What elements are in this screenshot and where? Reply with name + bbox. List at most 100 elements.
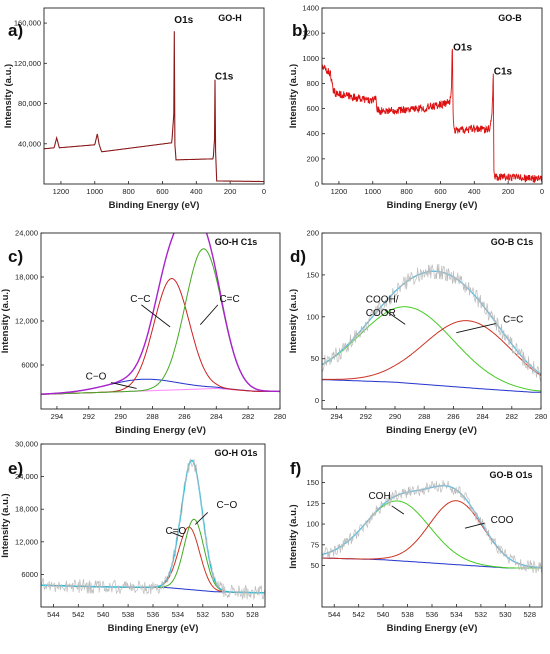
x-tick-label: 542 bbox=[352, 610, 365, 619]
annotation-leader bbox=[391, 505, 405, 515]
panel-title: GO-H O1s bbox=[214, 448, 257, 458]
peak-annotation: C−O bbox=[86, 372, 107, 383]
x-tick-label: 528 bbox=[246, 610, 259, 619]
series-peak-1 bbox=[322, 306, 541, 392]
peak-annotation: COOR bbox=[366, 308, 396, 319]
annotation-leader bbox=[194, 512, 209, 525]
annotation-leader bbox=[111, 382, 137, 389]
x-tick-label: 292 bbox=[83, 412, 96, 421]
x-tick-label: 540 bbox=[377, 610, 390, 619]
x-axis-label: Binding Energy (eV) bbox=[109, 200, 200, 211]
x-tick-label: 536 bbox=[426, 610, 439, 619]
panel-title: GO-B O1s bbox=[489, 470, 532, 480]
x-tick-label: 1200 bbox=[53, 187, 70, 196]
peak-annotation: COH bbox=[368, 491, 390, 502]
annotation-leader bbox=[141, 304, 171, 328]
y-tick-label: 100 bbox=[306, 520, 319, 529]
x-tick-label: 532 bbox=[475, 610, 488, 619]
x-tick-label: 288 bbox=[146, 412, 159, 421]
x-tick-label: 538 bbox=[401, 610, 414, 619]
y-axis-label: Intensity (a.u.) bbox=[288, 64, 299, 128]
y-tick-label: 12,000 bbox=[15, 537, 38, 546]
x-axis-label: Binding Energy (eV) bbox=[387, 200, 478, 211]
y-axis-label: Intensity (a.u.) bbox=[0, 289, 11, 353]
peak-annotation: COOH/ bbox=[366, 295, 399, 306]
annotation-leader bbox=[199, 304, 219, 325]
y-tick-label: 150 bbox=[306, 478, 319, 487]
y-tick-label: 80,000 bbox=[18, 99, 41, 108]
panel-label: d) bbox=[290, 247, 306, 266]
axes-frame bbox=[321, 232, 542, 410]
axes-frame bbox=[40, 232, 281, 410]
y-tick-label: 200 bbox=[306, 229, 319, 238]
x-tick-label: 530 bbox=[221, 610, 234, 619]
y-tick-label: 50 bbox=[311, 354, 319, 363]
x-tick-label: 284 bbox=[210, 412, 223, 421]
y-tick-label: 0 bbox=[315, 396, 319, 405]
peak-annotation: C1s bbox=[494, 67, 513, 78]
y-tick-label: 12,000 bbox=[15, 317, 38, 326]
peak-annotation: C1s bbox=[215, 71, 234, 82]
series-peak-2 bbox=[322, 320, 541, 380]
series-noisy_data bbox=[41, 458, 265, 601]
y-tick-label: 160,000 bbox=[14, 19, 41, 28]
y-tick-label: 30,000 bbox=[15, 440, 38, 449]
y-tick-label: 1400 bbox=[302, 4, 319, 13]
panel-title: GO-B C1s bbox=[491, 237, 534, 247]
y-tick-label: 40,000 bbox=[18, 139, 41, 148]
y-tick-label: 150 bbox=[306, 270, 319, 279]
x-tick-label: 286 bbox=[447, 412, 460, 421]
x-tick-label: 200 bbox=[224, 187, 237, 196]
x-tick-label: 290 bbox=[389, 412, 402, 421]
x-tick-label: 400 bbox=[190, 187, 203, 196]
peak-annotation: C=C bbox=[219, 294, 239, 305]
series-baseline bbox=[322, 379, 541, 393]
x-axis-label: Binding Energy (eV) bbox=[108, 623, 199, 634]
x-tick-label: 544 bbox=[47, 610, 60, 619]
annotation-leader bbox=[456, 323, 496, 334]
x-tick-label: 528 bbox=[524, 610, 537, 619]
y-tick-label: 6000 bbox=[21, 361, 38, 370]
plot-area bbox=[44, 31, 264, 183]
y-tick-label: 120,000 bbox=[14, 59, 41, 68]
panel-label: a) bbox=[8, 21, 23, 40]
y-tick-label: 125 bbox=[306, 499, 319, 508]
peak-annotation: COO bbox=[491, 515, 514, 526]
x-tick-label: 280 bbox=[535, 412, 548, 421]
x-tick-label: 282 bbox=[506, 412, 519, 421]
panel-b: 1200 1000 800 600 400 200 0 0 200 400 600 800 1000 12… bbox=[288, 4, 544, 212]
peak-annotation: C−C bbox=[130, 294, 150, 305]
x-tick-label: 400 bbox=[468, 187, 481, 196]
x-axis-label: Binding Energy (eV) bbox=[115, 425, 206, 436]
peak-annotation: C−O bbox=[216, 500, 237, 511]
panel-title: GO-H C1s bbox=[215, 237, 258, 247]
peak-annotation: O1s bbox=[453, 43, 472, 54]
series-envelope bbox=[41, 233, 280, 395]
y-axis-label: Intensity (a.u.) bbox=[3, 64, 14, 128]
x-tick-label: 542 bbox=[72, 610, 85, 619]
axes-frame bbox=[321, 7, 543, 185]
x-tick-label: 294 bbox=[51, 412, 64, 421]
x-tick-label: 538 bbox=[122, 610, 135, 619]
series-noisy_data bbox=[322, 263, 541, 382]
x-tick-label: 532 bbox=[197, 610, 210, 619]
panel-d: 294 292 290 288 286 284 282 280 0 50 100 150 200 Bind… bbox=[288, 229, 547, 437]
panel-title: GO-B bbox=[498, 13, 522, 23]
x-tick-label: 800 bbox=[400, 187, 413, 196]
x-tick-label: 0 bbox=[540, 187, 544, 196]
panel-c: 294 292 290 288 286 284 282 280 6000 12,000 18,000… bbox=[0, 229, 287, 437]
x-tick-label: 280 bbox=[274, 412, 287, 421]
y-tick-label: 400 bbox=[306, 129, 319, 138]
peak-annotation: C=O bbox=[165, 526, 186, 537]
x-tick-label: 530 bbox=[499, 610, 512, 619]
y-tick-label: 24,000 bbox=[15, 229, 38, 238]
panel-label: b) bbox=[292, 21, 308, 40]
y-tick-label: 6000 bbox=[21, 570, 38, 579]
panel-label: e) bbox=[8, 459, 23, 478]
y-tick-label: 18,000 bbox=[15, 505, 38, 514]
series-envelope bbox=[41, 459, 265, 594]
x-tick-label: 1000 bbox=[364, 187, 381, 196]
x-tick-label: 288 bbox=[418, 412, 431, 421]
peak-annotation: C=C bbox=[503, 315, 523, 326]
